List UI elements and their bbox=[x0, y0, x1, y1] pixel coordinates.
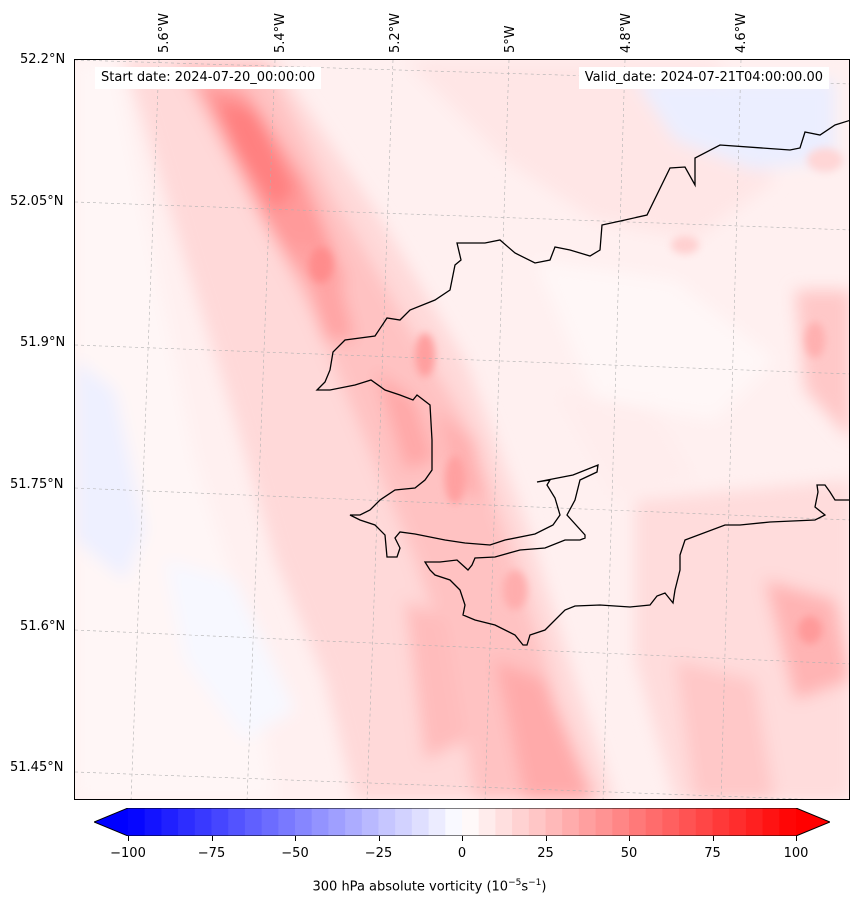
colorbar-cell bbox=[745, 808, 764, 836]
colorbar-cell bbox=[361, 808, 380, 836]
lat-label-51.45: 51.45°N bbox=[10, 760, 64, 775]
colorbar-cell bbox=[679, 808, 697, 836]
colorbar-cell bbox=[278, 808, 296, 836]
colorbar bbox=[92, 807, 832, 837]
colorbar-tick-mark bbox=[128, 836, 129, 841]
coastline bbox=[315, 119, 849, 646]
colorbar-cell bbox=[428, 808, 446, 836]
colorbar-tick-mark bbox=[629, 836, 630, 841]
colorbar-cell bbox=[395, 808, 413, 836]
colorbar-tick-mark bbox=[545, 836, 547, 841]
colorbar-cell bbox=[629, 808, 647, 836]
colorbar-cell bbox=[261, 808, 279, 836]
colorbar-cell bbox=[378, 808, 396, 836]
valid-date-box: Valid_date: 2024-07-21T04:00:00.00 bbox=[578, 67, 829, 89]
vorticity-map bbox=[74, 59, 850, 800]
colorbar-cell bbox=[295, 808, 313, 836]
colorbar-extend-min bbox=[94, 808, 128, 836]
colorbar-tick-label: −50 bbox=[281, 846, 309, 861]
lon-label-5.6W: 5.6°W bbox=[157, 12, 172, 53]
colorbar-tick-label: 75 bbox=[704, 846, 721, 861]
colorbar-cell bbox=[311, 808, 329, 836]
colorbar-cell bbox=[244, 808, 263, 836]
colorbar-cell bbox=[478, 808, 496, 836]
colorbar-cell bbox=[779, 808, 797, 836]
colorbar-tick-label: 25 bbox=[537, 846, 554, 861]
colorbar-cell bbox=[762, 808, 780, 836]
colorbar-cell bbox=[545, 808, 563, 836]
colorbar-cell bbox=[495, 808, 513, 836]
colorbar-tick-mark bbox=[378, 836, 380, 841]
colorbar-tick-label: −25 bbox=[364, 846, 393, 861]
colorbar-cell bbox=[228, 808, 246, 836]
lon-label-5.4W: 5.4°W bbox=[273, 12, 288, 53]
colorbar-cell bbox=[462, 808, 480, 836]
colorbar-extend-max bbox=[796, 808, 830, 836]
colorbar-graphic bbox=[92, 807, 832, 837]
colorbar-cell bbox=[161, 808, 179, 836]
colorbar-tick-label: 0 bbox=[457, 846, 467, 861]
colorbar-tick-mark bbox=[462, 836, 463, 841]
colorbar-cell bbox=[712, 808, 730, 836]
colorbar-tick-mark bbox=[295, 836, 296, 841]
colorbar-cell bbox=[345, 808, 363, 836]
lon-label-5W: 5°W bbox=[503, 25, 518, 53]
colorbar-cell bbox=[595, 808, 613, 836]
colorbar-tick-label: 100 bbox=[783, 846, 809, 861]
lon-label-4.8W: 4.8°W bbox=[619, 12, 634, 53]
lon-label-5.2W: 5.2°W bbox=[388, 12, 403, 53]
lat-label-52.05: 52.05°N bbox=[10, 194, 64, 209]
colorbar-cell bbox=[128, 808, 146, 836]
lat-label-51.9: 51.9°N bbox=[20, 335, 66, 350]
colorbar-label: 300 hPa absolute vorticity (10−5s−1) bbox=[312, 878, 547, 895]
lon-label-4.6W: 4.6°W bbox=[734, 12, 749, 53]
colorbar-cell bbox=[411, 808, 430, 836]
colorbar-cell bbox=[562, 808, 580, 836]
colorbar-tick-mark bbox=[211, 836, 213, 841]
lat-label-51.75: 51.75°N bbox=[10, 477, 64, 492]
colorbar-cell bbox=[695, 808, 714, 836]
colorbar-cell bbox=[729, 808, 747, 836]
colorbar-tick-label: −100 bbox=[110, 846, 146, 861]
colorbar-cell bbox=[144, 808, 162, 836]
colorbar-tick-label: 50 bbox=[620, 846, 638, 861]
colorbar-cell bbox=[528, 808, 547, 836]
colorbar-cell bbox=[512, 808, 530, 836]
vorticity-blobs bbox=[309, 148, 843, 644]
colorbar-cell bbox=[194, 808, 213, 836]
vorticity-field bbox=[75, 60, 849, 799]
colorbar-cell bbox=[578, 808, 597, 836]
colorbar-cell bbox=[645, 808, 663, 836]
colorbar-cell bbox=[662, 808, 680, 836]
colorbar-cell bbox=[211, 808, 229, 836]
colorbar-cell bbox=[328, 808, 346, 836]
lat-label-51.6: 51.6°N bbox=[20, 619, 66, 634]
lat-label-52.2: 52.2°N bbox=[20, 52, 66, 67]
colorbar-tick-mark bbox=[796, 836, 797, 841]
colorbar-tick-mark bbox=[712, 836, 714, 841]
colorbar-tick-label: −75 bbox=[197, 846, 226, 861]
colorbar-cell bbox=[445, 808, 463, 836]
colorbar-cell bbox=[612, 808, 630, 836]
colorbar-cell bbox=[178, 808, 196, 836]
start-date-box: Start date: 2024-07-20_00:00:00 bbox=[95, 67, 322, 89]
